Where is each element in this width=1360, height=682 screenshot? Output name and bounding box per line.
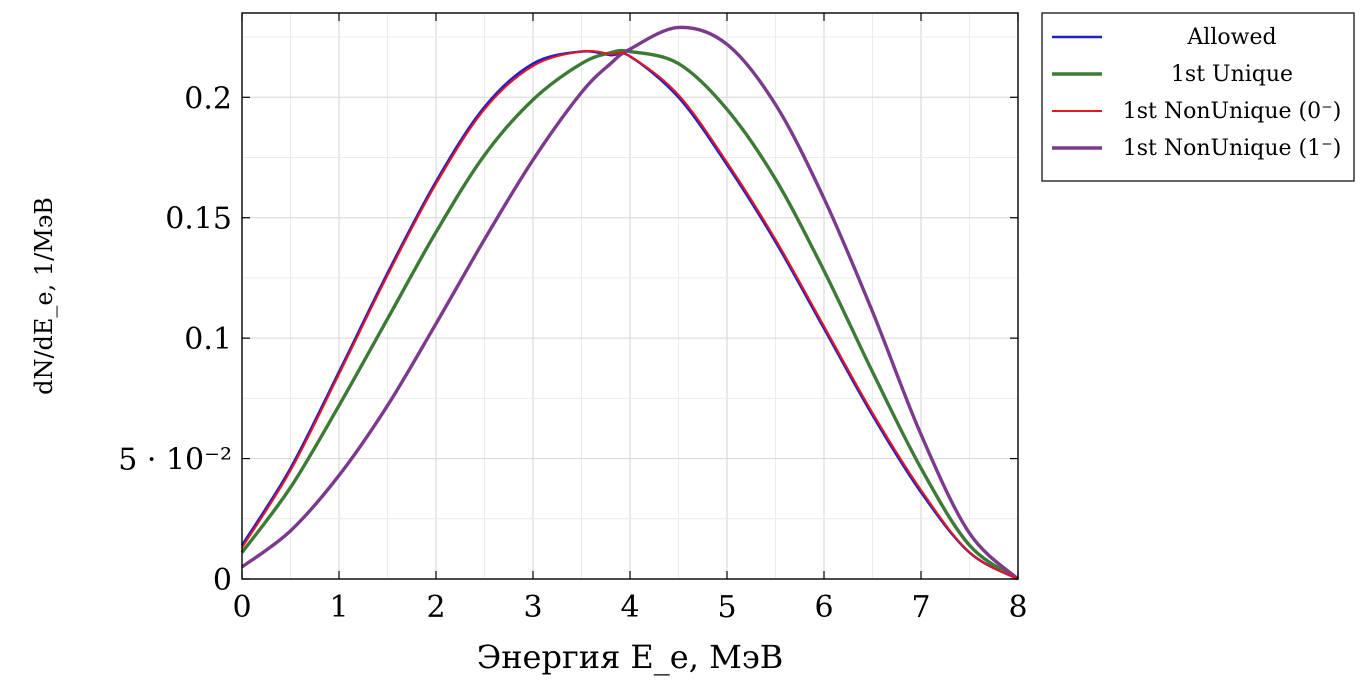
legend-label: 1st NonUnique (0⁻) — [1123, 99, 1342, 124]
x-tick-labels: 0 1 2 3 4 5 6 7 8 — [232, 590, 1027, 625]
legend: Allowed 1st Unique 1st NonUnique (0⁻) 1st N… — [1041, 12, 1355, 182]
grid — [241, 13, 1019, 580]
series-line-4 — [240, 25, 1020, 581]
x-tick-label: 4 — [620, 590, 639, 625]
x-tick-label: 6 — [814, 590, 833, 625]
y-tick-label: 0 — [213, 563, 232, 598]
legend-frame — [1041, 12, 1355, 182]
y-tick-labels: 0 5 · 10⁻² 0.1 0.15 0.2 — [118, 81, 232, 598]
x-tick-label: 0 — [232, 590, 251, 625]
x-tick-label: 1 — [329, 590, 348, 625]
ticks — [241, 13, 1019, 580]
legend-label: Allowed — [1186, 25, 1276, 50]
y-tick-label: 0.1 — [184, 322, 232, 357]
y-axis-title: dN/dE_e, 1/МэВ — [30, 197, 58, 395]
legend-label: 1st Unique — [1171, 62, 1293, 87]
x-tick-label: 3 — [523, 590, 542, 625]
x-tick-label: 7 — [911, 590, 930, 625]
legend-label: 1st NonUnique (1⁻) — [1123, 136, 1342, 161]
series-line-3 — [241, 49, 1019, 580]
x-tick-label: 2 — [426, 590, 445, 625]
y-tick-label: 0.2 — [184, 81, 232, 116]
y-tick-label: 5 · 10⁻² — [118, 443, 232, 478]
series-line-2 — [240, 48, 1019, 581]
svg-text:dN/dE_e, 1/МэВ: dN/dE_e, 1/МэВ — [30, 197, 58, 395]
y-tick-label: 0.15 — [165, 202, 232, 237]
x-tick-label: 5 — [717, 590, 736, 625]
series-layer — [240, 25, 1020, 581]
x-tick-label: 8 — [1008, 590, 1027, 625]
x-axis-title: Энергия E_e, МэВ — [477, 638, 784, 676]
